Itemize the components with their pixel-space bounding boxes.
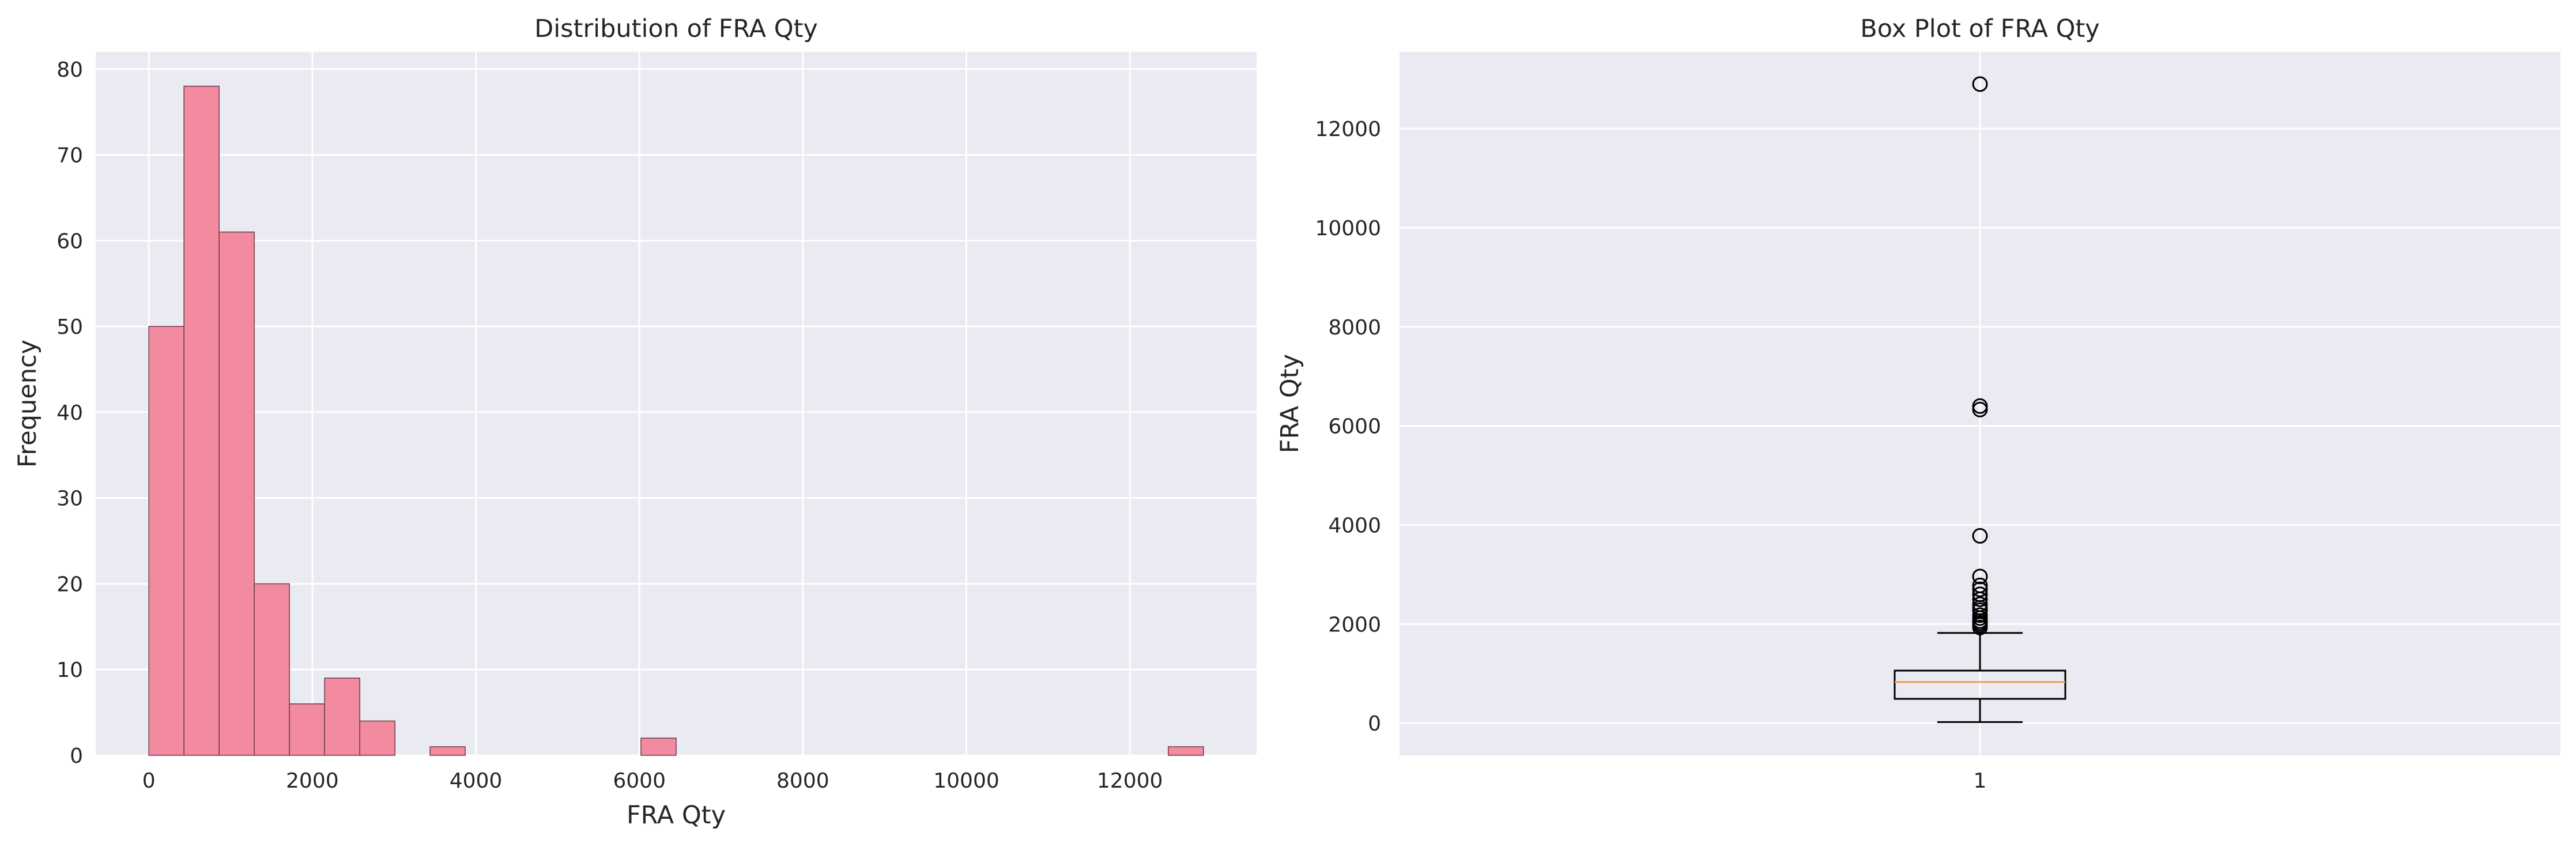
histogram-bar	[289, 703, 325, 756]
boxplot-outlier-point	[1972, 569, 1988, 585]
boxplot-outlier-point	[1972, 581, 1988, 597]
boxplot-outlier-point	[1972, 607, 1988, 623]
boxplot-outlier-point	[1972, 528, 1988, 544]
histogram-bar	[148, 326, 184, 756]
histogram-bar	[324, 677, 360, 756]
histogram-x-tick-label: 6000	[613, 769, 666, 793]
histogram-bar	[254, 583, 290, 756]
boxplot-outlier-point	[1972, 596, 1988, 612]
boxplot-grid	[1400, 52, 2560, 755]
histogram-y-axis-label: Frequency	[13, 340, 42, 468]
boxplot-y-tick-label: 4000	[1328, 514, 1381, 537]
histogram-bar	[359, 720, 395, 756]
boxplot-y-tick-label: 10000	[1315, 217, 1381, 240]
boxplot-x-tick-label: 1	[1974, 769, 1987, 793]
histogram-x-tick-label: 8000	[776, 769, 829, 793]
histogram-bars	[148, 85, 1204, 756]
boxplot-panel: 1 0 2000 4000 6000 8000 10000 12000 Box Plot o…	[1276, 14, 2560, 793]
boxplot-y-ticks: 0 2000 4000 6000 8000 10000 12000	[1315, 118, 1381, 736]
boxplot-x-ticks: 1	[1974, 769, 1987, 793]
boxplot-y-tick-label: 6000	[1328, 415, 1381, 439]
histogram-bar	[429, 746, 466, 756]
boxplot-y-tick-label: 12000	[1315, 118, 1381, 141]
histogram-bar	[183, 85, 220, 756]
histogram-y-tick-label: 0	[70, 744, 83, 768]
histogram-bar	[640, 737, 677, 756]
histogram-y-tick-label: 30	[56, 487, 83, 511]
boxplot-outlier-point	[1972, 398, 1988, 414]
histogram-y-tick-label: 50	[56, 315, 83, 339]
boxplot-y-tick-label: 2000	[1328, 613, 1381, 637]
histogram-y-tick-label: 20	[56, 573, 83, 596]
histogram-x-axis-label: FRA Qty	[627, 801, 726, 830]
boxplot-y-tick-label: 8000	[1328, 316, 1381, 340]
histogram-x-tick-label: 0	[142, 769, 156, 793]
boxplot-marks	[1894, 76, 2066, 723]
histogram-x-ticks: 0 2000 4000 6000 8000 10000 12000	[142, 769, 1163, 793]
histogram-x-tick-label: 10000	[933, 769, 1000, 793]
histogram-y-tick-label: 60	[56, 229, 83, 253]
boxplot-outlier-point	[1972, 577, 1988, 593]
histogram-title: Distribution of FRA Qty	[534, 14, 818, 43]
histogram-y-tick-label: 10	[56, 658, 83, 682]
boxplot-outlier-point	[1972, 76, 1988, 92]
histogram-y-tick-label: 40	[56, 401, 83, 425]
histogram-y-tick-label: 80	[56, 58, 83, 82]
boxplot-y-axis-label: FRA Qty	[1276, 354, 1304, 453]
boxplot-outlier-point	[1972, 586, 1988, 603]
histogram-y-ticks: 0 10 20 30 40 50 60 70 80	[56, 58, 83, 768]
histogram-panel: 0 2000 4000 6000 8000 10000 12000 0 10 20 30 40 50 6…	[13, 14, 1257, 830]
histogram-x-tick-label: 2000	[286, 769, 339, 793]
histogram-x-tick-label: 4000	[450, 769, 503, 793]
boxplot-box	[1894, 669, 2066, 700]
histogram-bar	[1168, 746, 1204, 756]
boxplot-title: Box Plot of FRA Qty	[1860, 14, 2100, 43]
histogram-y-tick-label: 70	[56, 144, 83, 168]
histogram-bar	[218, 231, 255, 756]
histogram-x-tick-label: 12000	[1097, 769, 1163, 793]
boxplot-y-tick-label: 0	[1368, 712, 1381, 736]
